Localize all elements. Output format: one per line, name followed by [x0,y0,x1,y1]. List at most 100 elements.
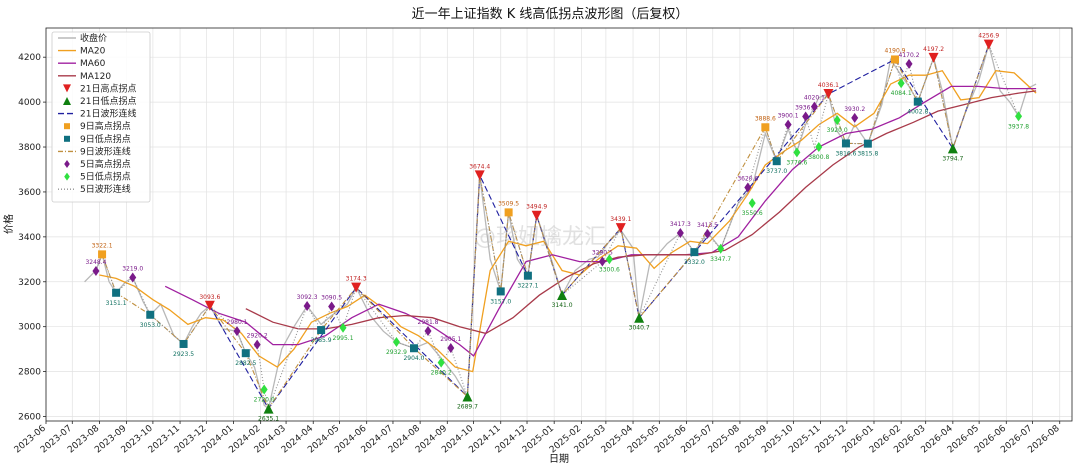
pivot-value-label: 2920.2 [247,333,268,340]
pivot-marker-tri-up [263,403,274,414]
legend-label: 21日高点拐点 [80,82,136,94]
pivot-value-label: 3674.4 [469,163,490,170]
legend-label: 5日高点拐点 [80,158,131,170]
pivot-value-label: 3737.0 [766,168,787,175]
legend-swatch [64,123,70,130]
pivot-value-label: 4190.9 [885,47,906,54]
pivot-value-label: 3151.1 [106,300,127,307]
legend-label: 5日波形连线 [80,183,131,195]
pivot-value-label: 3815.8 [857,151,878,158]
pivot-value-label: 4036.1 [818,82,839,89]
legend-swatch [63,97,71,105]
x-ticks: 2023-062023-072023-082023-092023-102023-… [13,421,1062,455]
pivot-value-label: 3620.6 [737,175,758,182]
y-tick-label: 2600 [18,413,41,423]
legend-label: 21日低点拐点 [80,95,136,107]
legend-label: 9日波形连线 [80,145,131,157]
legend-swatch [64,135,70,142]
pivot-value-label: 3920.0 [827,127,848,134]
pivot-value-label: 3141.0 [552,302,573,309]
pivot-value-label: 4256.9 [978,33,999,40]
pivot-marker-square [409,344,418,353]
pivot-value-label: 2932.9 [386,349,407,356]
pivot-value-label: 3040.7 [629,325,650,332]
y-tick-label: 3400 [18,233,41,243]
pivot-marker-tri-up [947,143,958,154]
pivot-marker-diamond [605,254,613,265]
pivot-value-label: 3417.3 [670,221,691,228]
pivot-marker-diamond [328,301,336,312]
y-tick-label: 3600 [18,188,41,198]
pivot-marker-diamond [233,326,241,337]
pivot-marker-diamond [676,228,684,239]
pivot-value-label: 2882.5 [235,360,256,367]
pivot-marker-diamond [810,101,818,112]
pivot-marker-square [761,123,770,132]
pivot-value-label: 2905.1 [440,336,461,343]
pivot-value-label: 4020.1 [804,95,825,102]
pivot-marker-square [690,248,699,257]
pivot-value-label: 3322.1 [92,242,113,249]
pivot-value-label: 4002.8 [907,109,928,116]
pivot-value-label: 3157.0 [490,298,511,305]
pivot-marker-tri-down [531,210,542,221]
pivot-value-label: 3300.6 [599,266,620,273]
pivot-marker-square [146,310,155,319]
series-line-6 [101,44,990,410]
legend-box [51,31,151,203]
pivot-marker-diamond [905,58,913,69]
pivot-marker-square [891,55,900,64]
pivot-marker-square [179,339,188,348]
pivot-marker-square [863,139,872,148]
legend-swatch [64,160,70,168]
pivot-value-label: 3092.3 [297,294,318,301]
pivot-marker-square [523,271,532,280]
pivot-value-label: 3174.3 [346,276,367,283]
pivot-value-label: 3794.7 [942,155,963,162]
pivot-value-label: 3219.0 [122,265,143,272]
pivot-marker-diamond [424,325,432,336]
legend-swatch [64,172,70,181]
y-tick-label: 2800 [18,368,41,378]
pivot-value-label: 3776.6 [786,159,807,166]
pivot-value-label: 2635.1 [258,416,279,423]
pivot-value-label: 3550.6 [742,210,763,217]
pivot-marker-diamond [704,228,712,239]
chart-title: 近一年上证指数 K 线高低拐点波形图（后复权） [412,6,689,22]
pivot-marker-square [504,208,513,217]
marker-layer: 3093.6 3174.3 3674.4 3494.9 3439.1 4036.1 4197… [85,33,1029,423]
legend-label: 21日波形连线 [80,108,136,120]
pivot-value-label: 2923.5 [173,351,194,358]
pivot-value-label: 4197.2 [923,46,944,53]
pivot-marker-square [317,326,326,335]
y-tick-label: 4200 [18,53,41,63]
pivot-marker-diamond [303,301,311,312]
legend-label: 5日低点拐点 [80,171,131,183]
legend-swatch [63,84,71,93]
pivot-marker-square [772,157,781,166]
pivot-value-label: 2689.7 [457,404,478,411]
watermark: @珍妞擒龙汇 [474,225,606,250]
pivot-value-label: 2720.0 [254,397,275,404]
pivot-value-label: 3509.5 [498,200,519,207]
pivot-value-label: 2904.0 [403,355,424,362]
pivot-value-label: 3248.4 [85,259,106,266]
pivot-marker-diamond [815,142,823,153]
pivot-value-label: 2981.8 [418,319,439,326]
pivot-value-label: 2840.2 [431,370,452,377]
pivot-marker-tri-up [634,312,645,323]
pivot-value-label: 3494.9 [526,204,547,211]
pivot-marker-tri-up [557,290,568,301]
pivot-marker-diamond [437,357,445,368]
pivot-value-label: 3053.0 [140,322,161,329]
pivot-marker-diamond [92,265,100,276]
pivot-value-label: 2985.9 [311,337,332,344]
pivot-value-label: 3936.6 [795,104,816,111]
pivot-marker-diamond [339,322,347,333]
pivot-value-label: 4170.2 [899,52,920,59]
series-line-4 [245,90,1037,335]
pivot-value-label: 3937.8 [1008,123,1029,130]
pivot-marker-diamond [447,343,455,354]
legend: 收盘价 MA20 MA60 MA12021日高点拐点21日低点拐点21日波形连线9日高… [51,31,151,203]
